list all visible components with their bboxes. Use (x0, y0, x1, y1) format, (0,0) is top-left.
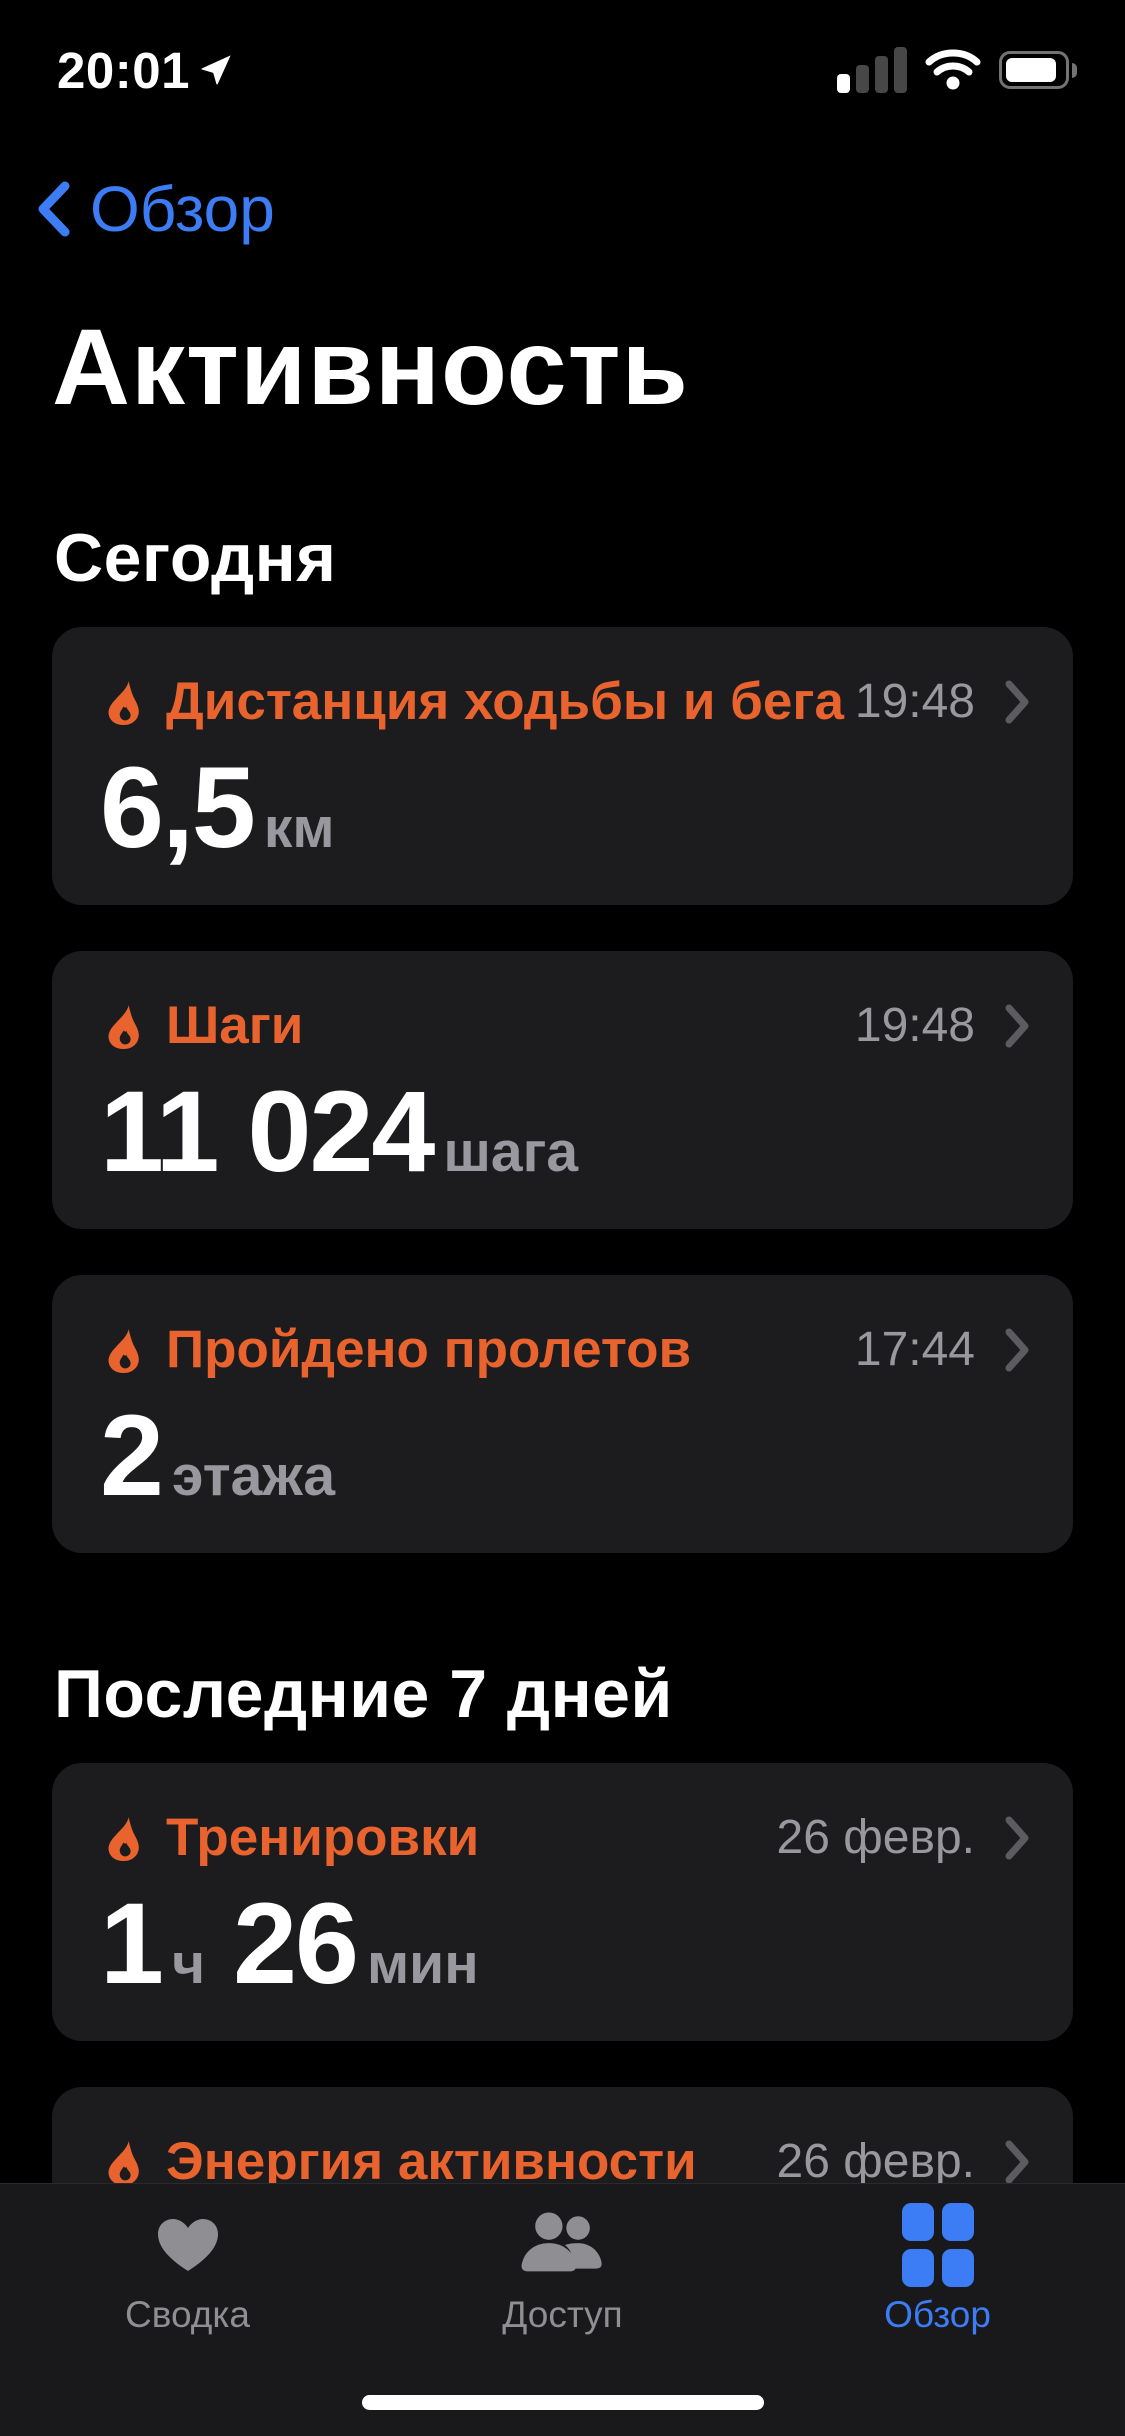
card-timestamp: 26 февр. (776, 1811, 975, 1864)
value-unit: ч (171, 1931, 206, 1996)
tab-label: Обзор (884, 2294, 991, 2335)
wifi-icon (925, 49, 981, 90)
card-steps[interactable]: Шаги 19:48 11 024 шага (52, 951, 1073, 1229)
flame-icon (108, 1816, 139, 1861)
value-number: 2 (100, 1391, 164, 1520)
card-workouts[interactable]: Тренировки 26 февр. 1 ч 26 мин (52, 1763, 1073, 2041)
chevron-right-icon (1003, 2138, 1031, 2186)
cellular-signal-icon (837, 47, 907, 93)
battery-icon (999, 51, 1077, 89)
back-button[interactable]: Обзор (34, 172, 275, 246)
card-value: 1 ч 26 мин (100, 1879, 1031, 2008)
value-number-2: 26 (233, 1879, 359, 2008)
card-label: Пройдено пролетов (166, 1320, 692, 1379)
card-label: Шаги (166, 996, 304, 1055)
flame-icon (108, 680, 139, 725)
card-timestamp: 19:48 (854, 675, 975, 728)
value-number: 1 (100, 1879, 164, 2008)
chevron-right-icon (1003, 1814, 1031, 1862)
tab-label: Сводка (125, 2294, 250, 2335)
card-timestamp: 26 февр. (776, 2135, 975, 2188)
chevron-right-icon (1003, 678, 1031, 726)
grid-2x2-icon (901, 2203, 974, 2287)
tab-sharing[interactable]: Доступ (375, 2210, 750, 2336)
value-unit: шага (443, 1119, 579, 1184)
heart-icon (156, 2210, 220, 2280)
today-card-list: Дистанция ходьбы и бега 19:48 6,5 км Шаги… (0, 627, 1125, 1553)
card-timestamp: 17:44 (854, 1323, 975, 1376)
value-unit-2: мин (366, 1931, 479, 1996)
page-title: Активность (52, 306, 689, 427)
card-walking-running-distance[interactable]: Дистанция ходьбы и бега 19:48 6,5 км (52, 627, 1073, 905)
value-unit: км (263, 795, 335, 860)
card-value: 6,5 км (100, 743, 1031, 872)
tab-summary[interactable]: Сводка (0, 2210, 375, 2336)
status-time: 20:01 (57, 41, 190, 99)
chevron-left-icon (38, 181, 70, 237)
status-bar: 20:01 (0, 0, 1125, 110)
card-flights-climbed[interactable]: Пройдено пролетов 17:44 2 этажа (52, 1275, 1073, 1553)
back-button-label: Обзор (90, 173, 275, 245)
tab-label: Доступ (502, 2294, 623, 2335)
tab-browse[interactable]: Обзор (750, 2203, 1125, 2336)
section-header-last-7-days: Последние 7 дней (54, 1656, 673, 1732)
people-icon (515, 2210, 611, 2280)
section-header-today: Сегодня (54, 520, 337, 596)
card-label: Тренировки (166, 1808, 480, 1867)
tab-bar: Сводка Доступ Обзор (0, 2183, 1125, 2436)
chevron-right-icon (1003, 1002, 1031, 1050)
chevron-right-icon (1003, 1326, 1031, 1374)
home-indicator[interactable] (361, 2395, 764, 2410)
value-number: 6,5 (100, 743, 256, 872)
card-timestamp: 19:48 (854, 999, 975, 1052)
value-unit: этажа (171, 1443, 336, 1508)
flame-icon (108, 2140, 139, 2185)
card-value: 11 024 шага (100, 1067, 1031, 1196)
location-arrow-icon (201, 55, 231, 85)
value-number: 11 024 (100, 1067, 435, 1196)
flame-icon (108, 1328, 139, 1373)
flame-icon (108, 1004, 139, 1049)
card-value: 2 этажа (100, 1391, 1031, 1520)
card-label: Дистанция ходьбы и бега (166, 672, 844, 731)
card-label: Энергия активности (166, 2132, 697, 2191)
